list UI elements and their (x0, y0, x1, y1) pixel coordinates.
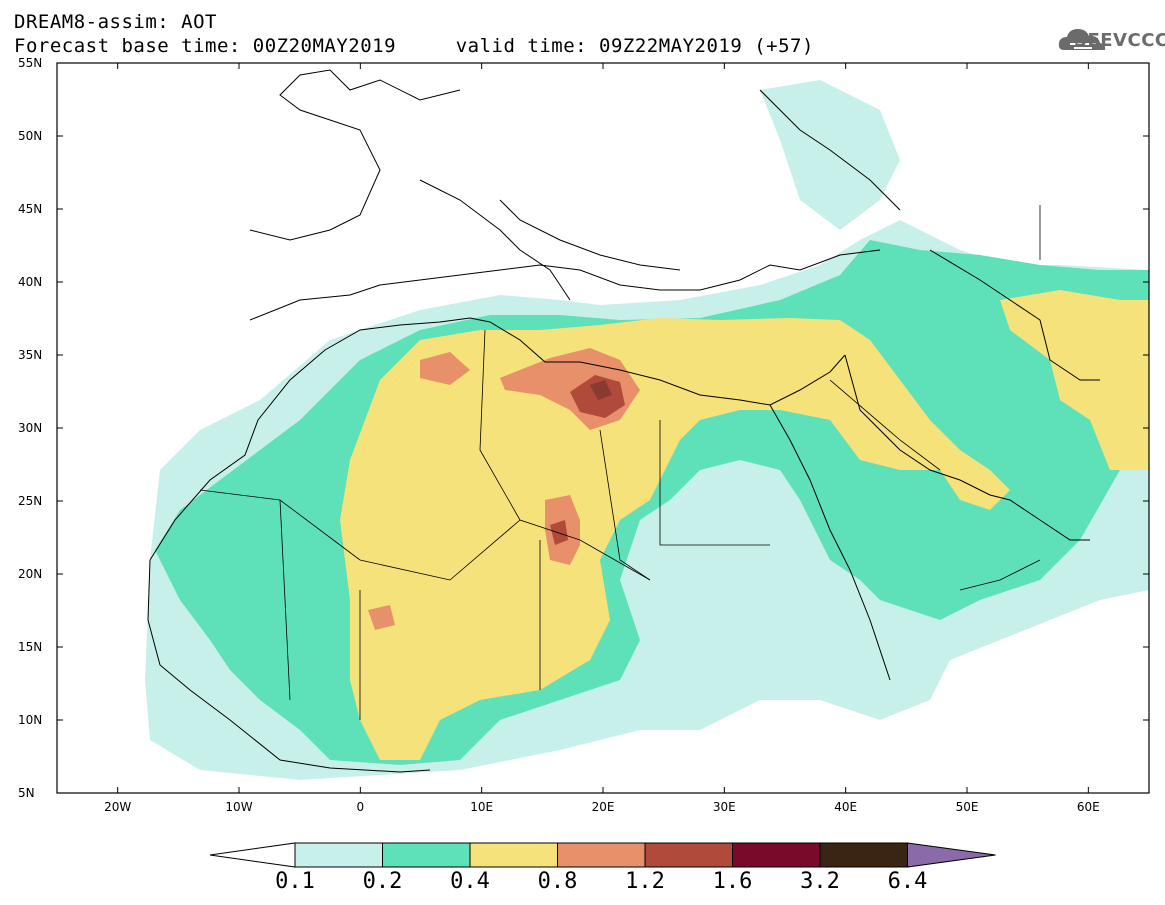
title-line-2: Forecast base time: 00Z20MAY2019 valid t… (14, 35, 814, 57)
colorbar-segment (469, 842, 558, 868)
colorbar-segment (557, 842, 646, 868)
aot-contour-0.4 (340, 290, 1149, 760)
lat-tick-label: 40N (18, 275, 43, 289)
lon-tick-label: 20W (104, 800, 132, 814)
aot-contour-0.8 (368, 348, 640, 630)
lat-tick-label: 55N (18, 56, 43, 70)
cloud-logo-icon (1058, 29, 1106, 50)
colorbar-level-label: 0.2 (362, 869, 403, 894)
aot-field (145, 69, 1149, 780)
axis-ticks (57, 62, 1149, 794)
lat-tick-label: 35N (18, 348, 43, 362)
lat-tick-label: 15N (18, 640, 43, 654)
country-borders (199, 205, 1041, 720)
colorbar-level-label: 0.8 (537, 869, 578, 894)
colorbar-segment (819, 842, 908, 868)
colorbar-level-label: 0.1 (275, 869, 315, 894)
lon-tick-label: 50E (955, 800, 979, 814)
colorbar-segment (382, 842, 471, 868)
colorbar-segment (294, 842, 383, 868)
lat-tick-label: 10N (18, 713, 43, 727)
aot-contour-1.2 (550, 375, 625, 545)
lat-tick-label: 25N (18, 494, 43, 508)
colorbar-level-label: 6.4 (887, 869, 928, 894)
colorbar-under-triangle (209, 842, 296, 868)
colorbar-segment (644, 842, 733, 868)
colorbar-level-label: 1.6 (712, 869, 753, 894)
lat-tick-label: 20N (18, 567, 43, 581)
lon-tick-label: 40E (834, 800, 858, 814)
lat-tick-label: 45N (18, 202, 43, 216)
colorbar-segment (732, 842, 821, 868)
lon-tick-label: 0 (356, 800, 365, 814)
coastlines (147, 69, 1100, 773)
lon-tick-label: 10E (470, 800, 494, 814)
lat-tick-label: 5N (18, 786, 35, 800)
lon-tick-label: 20E (591, 800, 615, 814)
lon-tick-label: 10W (225, 800, 253, 814)
logo-text: SEEVCCC (1074, 30, 1165, 51)
lon-tick-label: 30E (712, 800, 736, 814)
lat-tick-label: 30N (18, 421, 43, 435)
colorbar-level-label: 1.2 (625, 869, 665, 894)
aot-contour-1.6 (590, 380, 612, 400)
colorbar-over-triangle (907, 842, 996, 868)
title-line-1: DREAM8-assim: AOT (14, 11, 217, 33)
colorbar-level-label: 0.4 (450, 869, 490, 894)
lon-tick-label: 60E (1076, 800, 1100, 814)
lat-tick-label: 50N (18, 129, 43, 143)
colorbar-level-label: 3.2 (800, 869, 840, 894)
